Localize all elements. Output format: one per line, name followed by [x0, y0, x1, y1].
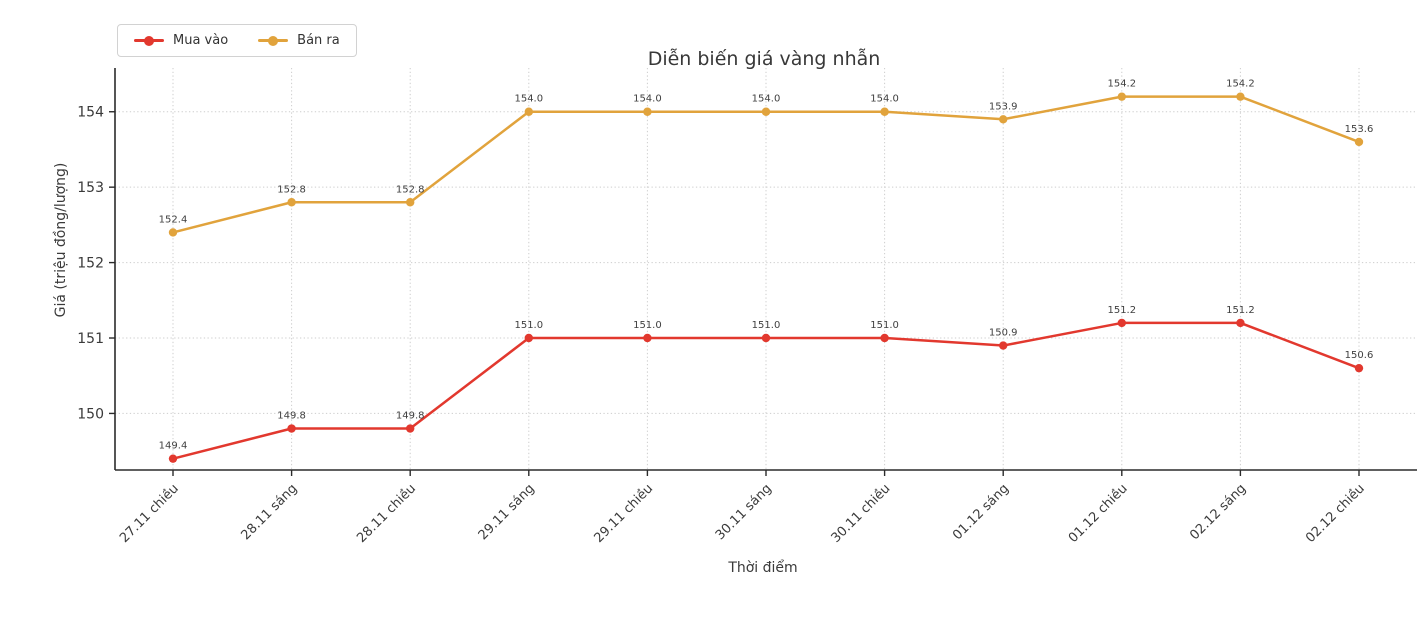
data-point-label: 149.8: [396, 411, 425, 422]
x-axis-title: Thời điểm: [728, 560, 798, 576]
data-point: [1117, 318, 1127, 328]
data-point: [643, 107, 652, 116]
data-point: [168, 228, 178, 237]
data-point: [287, 198, 296, 207]
data-point-label: 154.0: [870, 94, 899, 105]
data-point-label: 154.0: [514, 94, 543, 105]
legend-dot-red: [144, 35, 154, 46]
data-point-label: 151.0: [870, 320, 899, 331]
data-point-label: 149.4: [159, 441, 188, 452]
x-tick-label: 29.11 sáng: [476, 481, 538, 543]
x-tick-label: 27.11 chiều: [117, 481, 182, 546]
data-point: [880, 107, 889, 116]
x-tick-label: 01.12 chiều: [1066, 481, 1131, 546]
x-tick-label: 30.11 chiều: [829, 481, 894, 546]
data-point-label: 154.0: [633, 94, 662, 105]
y-tick-label: 150: [77, 406, 104, 422]
data-point: [1236, 92, 1245, 101]
legend-dot-orange: [268, 35, 279, 46]
x-tick-label: 28.11 chiều: [354, 481, 419, 546]
data-point-label: 151.2: [1226, 305, 1255, 316]
x-tick-label: 01.12 sáng: [950, 481, 1012, 543]
data-point: [168, 454, 178, 463]
data-point: [999, 341, 1008, 350]
x-tick-label: 29.11 chiều: [591, 481, 656, 546]
y-tick-label: 153: [77, 180, 104, 196]
x-tick-label: 02.12 sáng: [1187, 481, 1249, 543]
x-tick-label: 02.12 chiều: [1303, 481, 1368, 546]
data-point-label: 150.6: [1345, 350, 1374, 361]
data-point: [1354, 137, 1364, 147]
data-point-label: 154.0: [752, 94, 781, 105]
legend-line-marker-red: [134, 35, 164, 46]
legend-item-mua-vao: Mua vào: [134, 33, 228, 48]
legend-item-ban-ra: Bán ra: [258, 33, 340, 48]
data-point-label: 153.6: [1345, 124, 1374, 135]
data-point-label: 150.9: [989, 328, 1018, 339]
data-point: [1236, 318, 1245, 328]
y-axis-title: Giá (triệu đồng/lượng): [53, 162, 69, 318]
data-point: [1117, 92, 1127, 101]
legend-label-ban-ra: Bán ra: [297, 33, 340, 48]
data-point: [287, 424, 296, 433]
data-point: [761, 107, 771, 116]
legend: Mua vào Bán ra: [117, 24, 357, 57]
data-point: [524, 107, 533, 116]
data-point-label: 152.8: [396, 184, 425, 195]
y-tick-label: 151: [77, 331, 104, 347]
chart-title: Diễn biến giá vàng nhẫn: [647, 48, 881, 70]
data-point-label: 152.8: [277, 184, 306, 195]
data-point: [524, 333, 533, 343]
data-point: [761, 333, 771, 343]
data-point: [406, 198, 415, 207]
data-point-label: 151.0: [514, 320, 543, 331]
data-point: [999, 115, 1008, 124]
y-tick-label: 152: [77, 256, 104, 272]
legend-label-mua-vao: Mua vào: [173, 33, 229, 48]
data-point-label: 154.2: [1226, 79, 1255, 90]
data-point-label: 153.9: [989, 101, 1018, 112]
data-point-label: 151.2: [1107, 305, 1136, 316]
data-point-label: 151.0: [633, 320, 662, 331]
y-tick-label: 154: [77, 105, 104, 121]
data-point-label: 151.0: [752, 320, 781, 331]
x-tick-label: 28.11 sáng: [238, 481, 300, 543]
x-tick-label: 30.11 sáng: [713, 481, 775, 543]
data-point: [406, 424, 415, 433]
legend-line-marker-orange: [258, 35, 289, 46]
data-point: [880, 333, 889, 343]
data-point: [643, 333, 652, 343]
data-point: [1354, 363, 1364, 373]
data-point-label: 149.8: [277, 411, 306, 422]
data-point-label: 152.4: [159, 214, 188, 225]
data-point-label: 154.2: [1107, 79, 1136, 90]
